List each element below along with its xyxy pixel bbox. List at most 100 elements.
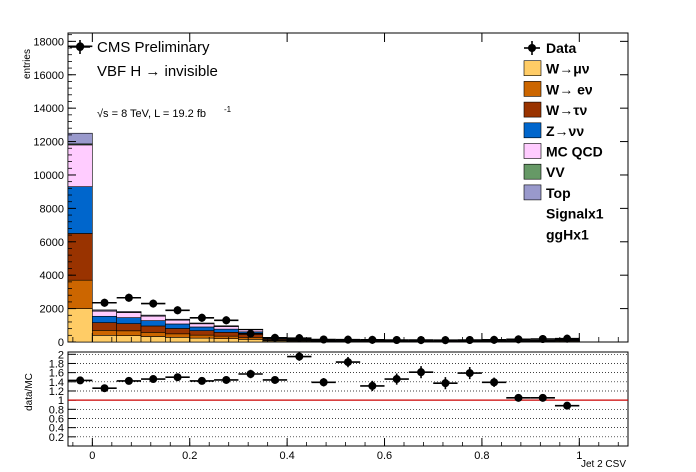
stack-bar — [140, 320, 166, 327]
legend-swatch — [523, 143, 542, 159]
stack-bar — [165, 328, 191, 335]
y-tick-label: 2000 — [40, 304, 64, 316]
stack-bar — [165, 323, 191, 329]
ratio-point — [149, 375, 158, 384]
stack-bar — [165, 333, 191, 338]
stack-bar — [189, 323, 215, 328]
legend-swatch — [523, 60, 542, 77]
legend-label: W→τν — [546, 102, 587, 118]
stack-bar — [92, 315, 117, 323]
ratio-point — [295, 352, 304, 361]
stack-bar — [165, 337, 191, 343]
ratio-point — [100, 384, 109, 393]
stack-bar — [67, 186, 93, 234]
legend-label: MC QCD — [546, 144, 603, 160]
stack-bar — [189, 330, 215, 336]
data-point — [465, 335, 474, 344]
energy-lumi-label: √s = 8 TeV, L = 19.2 fb — [97, 108, 206, 120]
cms-preliminary-label: CMS Preliminary — [97, 39, 210, 56]
data-point — [344, 335, 352, 344]
ratio-point — [514, 393, 523, 402]
stack-bar — [67, 132, 93, 145]
data-point — [197, 313, 206, 322]
ratio-y-tick-label: 1 — [58, 395, 64, 407]
y-tick-label: 0 — [58, 337, 64, 349]
stack-bar — [213, 332, 239, 337]
x-tick-label: 1 — [576, 450, 582, 462]
data-point — [149, 299, 158, 308]
stack-bar — [67, 144, 93, 187]
data-point — [441, 336, 450, 345]
data-point — [173, 306, 182, 315]
ratio-frame — [67, 351, 629, 447]
legend-swatch — [523, 101, 542, 118]
stack-bar — [189, 326, 215, 331]
ratio-y-axis-label: data/MC — [24, 373, 35, 411]
stack-bar — [213, 335, 239, 339]
x-tick-label: 0.2 — [182, 450, 197, 462]
stack-bar — [116, 335, 142, 343]
data-point — [368, 335, 377, 344]
legend-label: W→μν — [546, 61, 590, 77]
ratio-y-tick-label: 2 — [58, 349, 64, 361]
x-tick-label: 0 — [89, 450, 95, 462]
legend-label: W→ eν — [546, 81, 593, 97]
ratio-point — [124, 376, 133, 385]
legend-label-data: Data — [546, 40, 577, 56]
stack-bar — [238, 339, 264, 343]
legend-label-gghx1: ggHx1 — [546, 226, 589, 242]
ratio-y-tick-label: 0.4 — [49, 423, 64, 435]
stack-bar — [140, 315, 166, 321]
y-tick-label: 14000 — [33, 103, 64, 115]
y-tick-label: 8000 — [40, 203, 64, 215]
data-point — [417, 336, 426, 345]
stack-bar — [213, 328, 239, 333]
legend: Data W→μν W→ eν W→τν Z→νν MC QCD VV Top Signalx1… — [523, 40, 604, 242]
stack-bar — [165, 318, 191, 321]
stack-bar — [165, 319, 191, 325]
y-axis-label: entries — [22, 49, 33, 79]
legend-label-signal: Signalx1 — [546, 206, 604, 222]
ratio-y-tick-label: 0.2 — [49, 432, 64, 444]
stack-bar — [67, 308, 93, 343]
ratio-point — [344, 358, 352, 367]
legend-label: Top — [546, 185, 571, 201]
ratio-point — [441, 379, 450, 388]
data-point — [124, 293, 133, 302]
stack-bar — [213, 338, 239, 343]
data-point — [319, 335, 328, 344]
stack-bar — [92, 309, 117, 312]
x-tick-label: 0.6 — [377, 450, 392, 462]
stack-bar — [213, 326, 239, 330]
ratio-point — [246, 370, 255, 379]
stack-bar — [67, 279, 93, 309]
y-tick-label: 16000 — [33, 70, 64, 82]
stack-bar — [238, 328, 264, 331]
stack-bar — [140, 332, 166, 337]
x-axis-label: Jet 2 CSV — [581, 459, 626, 470]
stack-bar — [92, 330, 117, 336]
data-point — [392, 335, 401, 344]
stack-bar — [92, 335, 117, 343]
legend-swatch — [523, 81, 542, 97]
ratio-point — [563, 401, 572, 410]
stack-bar — [213, 325, 239, 327]
ratio-point — [417, 368, 426, 377]
ratio-point — [173, 373, 182, 382]
y-tick-label: 12000 — [33, 137, 64, 149]
data-point — [563, 334, 572, 343]
y-tick-label: 18000 — [33, 36, 64, 48]
ratio-point — [270, 375, 279, 384]
stack-bar — [67, 233, 93, 281]
stack-bar — [116, 312, 142, 318]
data-point — [100, 298, 109, 307]
stack-bar — [189, 337, 215, 343]
ratio-y-tick-label: 1.6 — [49, 368, 64, 380]
stack-bar — [189, 334, 215, 339]
ratio-point — [197, 376, 206, 385]
stack-bar — [116, 317, 142, 324]
legend-label: VV — [546, 164, 565, 180]
stack-bar — [140, 314, 166, 317]
y-tick-label: 10000 — [33, 170, 64, 182]
upper-panel: 0 2000 4000 6000 8000 10000 12000 14000 16000 180… — [22, 32, 629, 349]
